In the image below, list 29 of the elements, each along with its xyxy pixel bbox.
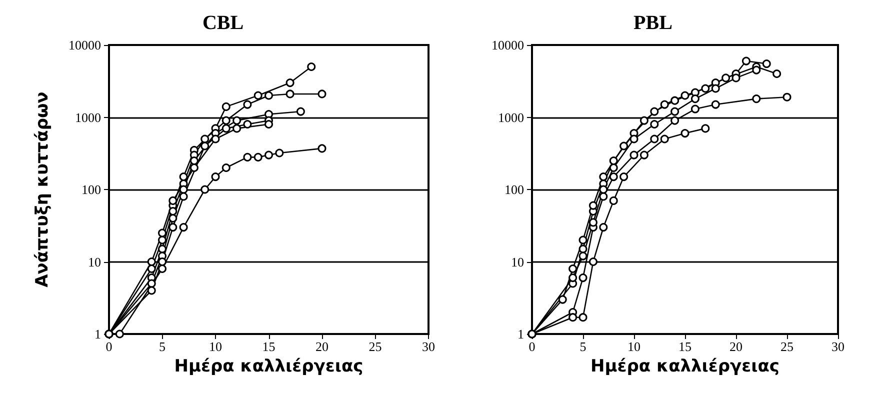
x-tick-label: 15: [262, 339, 276, 354]
x-tick-label: 10: [628, 339, 640, 354]
y-tick-label: 1: [94, 326, 101, 342]
x-tick-label: 25: [368, 339, 382, 354]
y-axis-title: Ανάπτυξη κυττάρων: [32, 92, 52, 288]
x-tick-label: 0: [528, 339, 536, 354]
y-tick-label: 1000: [498, 110, 524, 125]
y-tick-label: 10: [88, 254, 101, 270]
x-tick-label: 5: [580, 339, 586, 354]
y-tick-label: 10000: [492, 38, 524, 52]
x-tick-label: 0: [106, 339, 112, 354]
y-tick-label: 1000: [75, 110, 101, 125]
y-tick-label: 1: [518, 326, 524, 342]
y-tick-label: 10000: [68, 38, 101, 52]
y-tick-label: 100: [82, 182, 101, 197]
x-tick-label: 10: [209, 339, 222, 354]
x-tick-label: 20: [316, 339, 328, 354]
x-tick-label: 15: [678, 339, 692, 354]
x-tick-label: 30: [832, 339, 844, 354]
chart-title: PBL: [634, 12, 672, 34]
y-tick-label: 10: [511, 254, 524, 270]
x-tick-label: 25: [780, 339, 794, 354]
chart-title: CBL: [202, 12, 244, 34]
x-tick-label: 5: [159, 339, 166, 354]
x-tick-label: 20: [730, 339, 742, 354]
x-axis-title: Ημέρα καλλιέργειας: [174, 356, 364, 376]
x-tick-label: 30: [422, 339, 435, 354]
y-tick-label: 100: [504, 182, 524, 197]
x-axis-title: Ημέρα καλλιέργειας: [590, 356, 780, 376]
